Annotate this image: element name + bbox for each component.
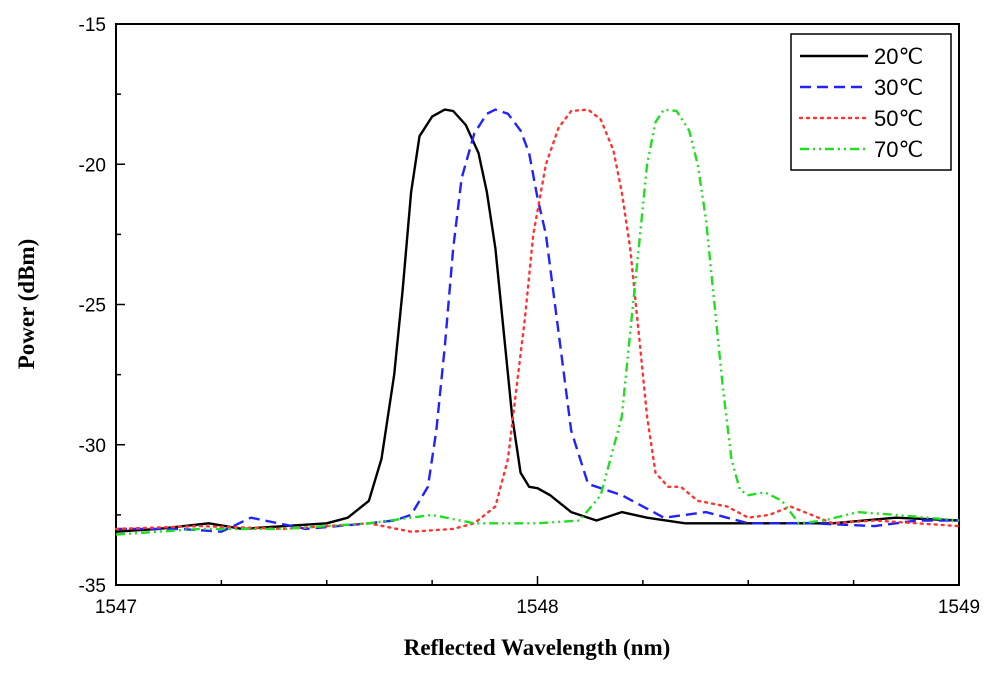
y-tick-label: -25: [79, 296, 106, 317]
y-tick-label: -20: [79, 155, 106, 176]
x-axis-title: Reflected Wavelength (nm): [404, 635, 671, 660]
legend-label-2: 30℃: [874, 75, 923, 100]
series-lines: [114, 108, 961, 536]
series-line-1: [115, 108, 960, 533]
legend-label-1: 20℃: [874, 44, 923, 69]
y-tick-label: -30: [79, 436, 106, 457]
y-tick-label: -35: [79, 576, 106, 597]
y-tick-label: -15: [79, 15, 106, 36]
series-line-3: [114, 108, 961, 533]
x-tick-label: 1549: [938, 597, 980, 618]
x-tick-label: 1547: [95, 597, 137, 618]
y-axis-title: Power (dBm): [14, 239, 39, 370]
legend-label-3: 50℃: [874, 106, 923, 131]
series-line-4: [115, 108, 960, 536]
legend: 20℃ 30℃ 50℃ 70℃: [790, 33, 952, 171]
x-tick-label: 1548: [516, 597, 558, 618]
legend-label-4: 70℃: [874, 137, 923, 162]
